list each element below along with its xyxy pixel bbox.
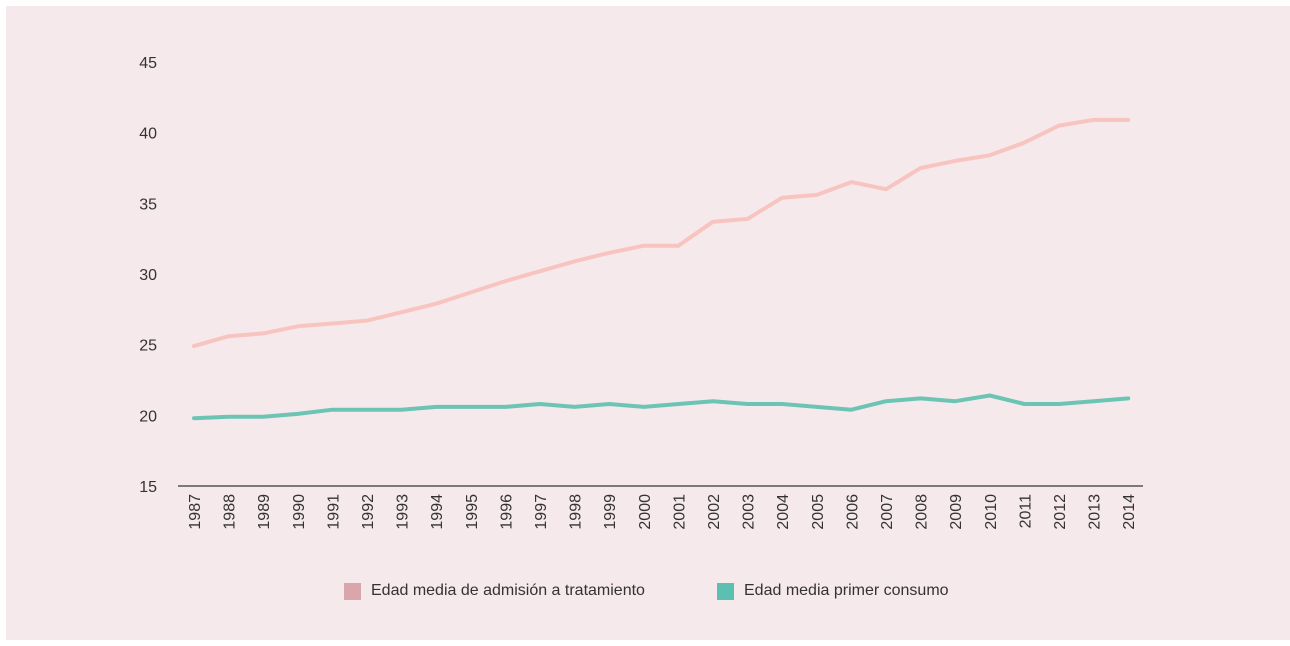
x-tick-label: 2012 [1052, 494, 1069, 530]
x-tick-label: 1988 [222, 494, 239, 530]
x-tick-label: 2006 [844, 494, 861, 530]
x-tick-label: 2011 [1017, 494, 1034, 529]
y-tick-label: 45 [139, 55, 157, 72]
x-tick-label: 1993 [395, 494, 412, 530]
legend-label-primer-consumo: Edad media primer consumo [744, 582, 949, 599]
series-line-primer-consumo [192, 393, 1131, 421]
y-tick-label: 25 [139, 338, 157, 355]
x-tick-label: 1992 [360, 494, 377, 530]
legend-item-admision: Edad media de admisión a tratamiento [344, 580, 645, 602]
x-tick-label: 2003 [741, 494, 758, 530]
legend-swatch-admision [344, 582, 361, 600]
x-tick-label: 1987 [187, 494, 204, 530]
y-tick-label: 40 [139, 126, 157, 143]
x-tick-label: 1990 [291, 494, 308, 530]
series-lines [192, 117, 1131, 421]
y-tick-label: 30 [139, 267, 157, 284]
x-tick-label: 2002 [706, 494, 723, 530]
x-tick-label: 1996 [498, 494, 515, 530]
x-tick-label: 2008 [914, 494, 931, 530]
x-tick-label: 2009 [948, 494, 965, 530]
x-tick-label: 1997 [533, 494, 550, 530]
x-tick-label: 2005 [810, 494, 827, 530]
x-tick-label: 2004 [775, 494, 792, 530]
y-axis-ticks: 15 20 25 30 35 40 45 [139, 55, 157, 496]
x-tick-label: 1995 [464, 494, 481, 530]
x-tick-label: 1998 [568, 494, 585, 530]
legend-item-primer-consumo: Edad media primer consumo [717, 580, 949, 602]
y-tick-label: 15 [139, 479, 157, 496]
x-tick-label: 2014 [1121, 494, 1138, 530]
x-tick-label: 1991 [325, 494, 342, 530]
x-axis-ticks: 1987 1988 1989 1990 1991 1992 1993 1994 1995 1996… [187, 494, 1138, 530]
x-tick-label: 1999 [602, 494, 619, 530]
x-tick-label: 2007 [879, 494, 896, 530]
x-tick-label: 2001 [671, 494, 688, 530]
legend-swatch-primer-consumo [717, 582, 734, 600]
y-tick-label: 35 [139, 196, 157, 213]
x-tick-label: 2013 [1087, 494, 1104, 530]
series-line-admision [192, 117, 1131, 349]
x-tick-label: 1994 [429, 494, 446, 530]
chart-panel [6, 6, 1290, 640]
legend-label-admision: Edad media de admisión a tratamiento [371, 582, 645, 599]
x-tick-label: 1989 [256, 494, 273, 530]
x-tick-label: 2000 [637, 494, 654, 530]
x-tick-label: 2010 [983, 494, 1000, 530]
y-tick-label: 20 [139, 408, 157, 425]
